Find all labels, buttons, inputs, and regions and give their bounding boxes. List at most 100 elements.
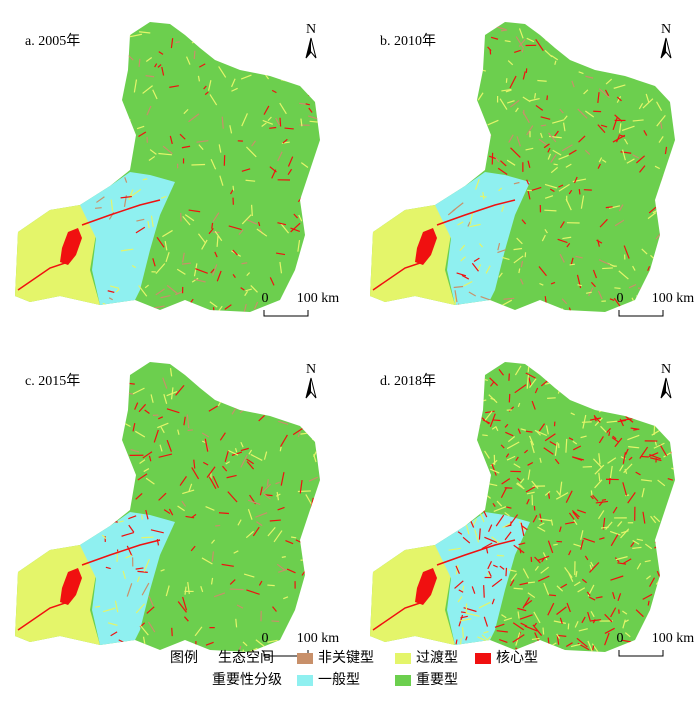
texture-stroke bbox=[461, 54, 466, 57]
texture-stroke bbox=[668, 604, 672, 612]
panel-label: a. 2005年 bbox=[25, 33, 80, 49]
texture-stroke bbox=[554, 164, 558, 165]
texture-stroke bbox=[139, 59, 140, 67]
texture-stroke bbox=[467, 25, 481, 28]
texture-stroke bbox=[263, 42, 275, 43]
texture-stroke bbox=[680, 386, 684, 389]
texture-stroke bbox=[320, 432, 322, 436]
texture-stroke bbox=[656, 613, 661, 617]
texture-stroke bbox=[676, 221, 679, 232]
texture-stroke bbox=[314, 570, 319, 571]
texture-stroke bbox=[236, 49, 237, 56]
texture-stroke bbox=[107, 415, 112, 417]
texture-stroke bbox=[549, 595, 556, 596]
texture-stroke bbox=[475, 465, 480, 466]
texture-stroke bbox=[597, 367, 605, 377]
texture-stroke bbox=[463, 33, 476, 34]
texture-stroke bbox=[606, 207, 613, 208]
texture-stroke bbox=[547, 95, 548, 100]
texture-stroke bbox=[260, 33, 267, 39]
scale-start: 0 bbox=[617, 631, 624, 646]
texture-stroke bbox=[121, 34, 131, 43]
texture-stroke bbox=[570, 264, 575, 265]
texture-stroke bbox=[269, 43, 275, 50]
texture-stroke bbox=[309, 88, 313, 96]
texture-stroke bbox=[95, 439, 104, 444]
texture-stroke bbox=[187, 366, 194, 367]
texture-stroke bbox=[300, 84, 306, 86]
texture-stroke bbox=[234, 27, 236, 40]
texture-stroke bbox=[236, 375, 243, 387]
texture-stroke bbox=[624, 64, 636, 70]
texture-stroke bbox=[305, 410, 309, 414]
texture-stroke bbox=[547, 398, 556, 399]
texture-stroke bbox=[317, 436, 318, 440]
texture-stroke bbox=[285, 290, 286, 295]
texture-stroke bbox=[311, 308, 319, 309]
texture-stroke bbox=[650, 652, 652, 662]
legend-heading: 重要性分级 bbox=[212, 672, 282, 688]
texture-stroke bbox=[316, 528, 318, 538]
texture-stroke bbox=[309, 589, 315, 601]
texture-stroke bbox=[147, 307, 155, 313]
texture-stroke bbox=[677, 559, 684, 567]
texture-stroke bbox=[542, 655, 544, 661]
texture-stroke bbox=[514, 588, 523, 589]
texture-stroke bbox=[505, 309, 506, 317]
texture-stroke bbox=[235, 32, 238, 39]
texture-stroke bbox=[672, 409, 675, 412]
texture-stroke bbox=[493, 420, 501, 421]
texture-stroke bbox=[636, 296, 644, 298]
texture-stroke bbox=[467, 403, 469, 409]
texture-stroke bbox=[476, 309, 483, 321]
texture-stroke bbox=[470, 404, 472, 408]
texture-stroke bbox=[543, 29, 551, 36]
texture-stroke bbox=[519, 268, 520, 273]
texture-stroke bbox=[204, 377, 210, 384]
texture-stroke bbox=[102, 373, 105, 380]
texture-stroke bbox=[644, 640, 650, 650]
scale-start: 0 bbox=[262, 291, 269, 306]
texture-stroke bbox=[290, 55, 291, 68]
texture-stroke bbox=[674, 402, 678, 413]
texture-stroke bbox=[658, 592, 659, 596]
texture-stroke bbox=[299, 602, 303, 608]
scale-end: 100 km bbox=[297, 291, 340, 306]
texture-stroke bbox=[568, 623, 569, 629]
texture-stroke bbox=[661, 404, 668, 408]
texture-stroke bbox=[293, 617, 295, 627]
texture-stroke bbox=[649, 385, 650, 389]
texture-stroke bbox=[108, 398, 121, 399]
texture-stroke bbox=[632, 384, 638, 392]
texture-stroke bbox=[675, 279, 676, 286]
legend-swatch bbox=[297, 653, 313, 664]
texture-stroke bbox=[261, 397, 267, 398]
texture-stroke bbox=[271, 62, 273, 66]
texture-stroke bbox=[291, 537, 296, 538]
texture-stroke bbox=[582, 373, 595, 377]
texture-stroke bbox=[665, 575, 672, 578]
texture-stroke bbox=[321, 90, 328, 97]
texture-stroke bbox=[461, 366, 463, 372]
texture-stroke bbox=[106, 118, 113, 128]
texture-stroke bbox=[464, 437, 465, 450]
texture-stroke bbox=[465, 103, 471, 112]
texture-stroke bbox=[105, 442, 107, 445]
texture-stroke bbox=[477, 110, 478, 121]
texture-stroke bbox=[561, 649, 562, 657]
texture-stroke bbox=[248, 401, 256, 403]
texture-stroke bbox=[642, 81, 653, 82]
scale-bar bbox=[264, 310, 308, 316]
texture-stroke bbox=[142, 515, 143, 520]
texture-stroke bbox=[215, 525, 220, 526]
texture-stroke bbox=[316, 390, 322, 397]
texture-stroke bbox=[254, 56, 263, 60]
texture-stroke bbox=[110, 445, 113, 452]
texture-stroke bbox=[674, 391, 676, 395]
scale-bar bbox=[619, 650, 663, 656]
texture-stroke bbox=[465, 480, 467, 485]
texture-stroke bbox=[663, 625, 666, 630]
